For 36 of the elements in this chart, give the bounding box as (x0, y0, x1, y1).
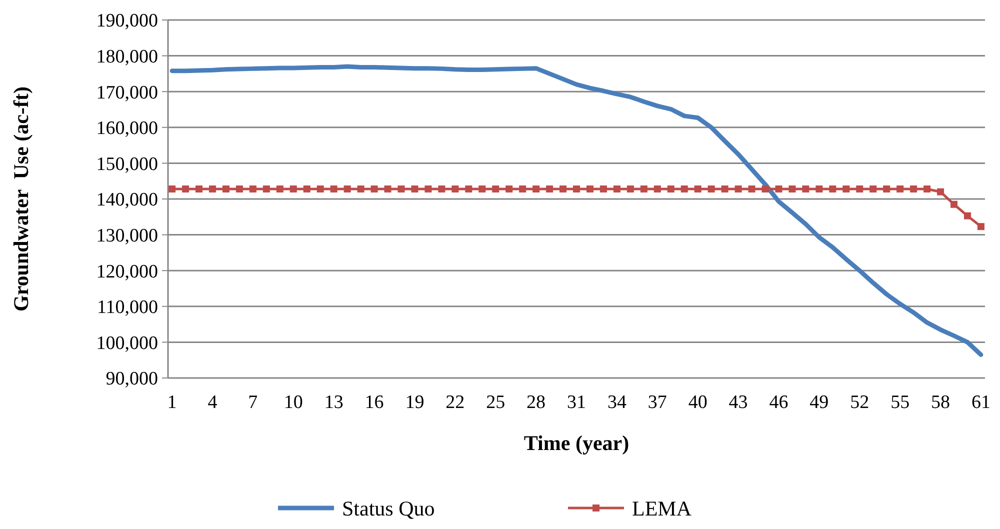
x-tick-label: 19 (405, 392, 424, 413)
x-tick-label: 31 (567, 392, 586, 413)
y-axis-title: Groundwater Use (ac-ft) (9, 86, 33, 312)
y-tick-label: 110,000 (96, 297, 158, 318)
x-tick-label: 7 (248, 392, 258, 413)
x-tick-label: 22 (446, 392, 465, 413)
x-tick-label: 55 (890, 392, 910, 413)
x-tick-label: 28 (526, 392, 546, 413)
x-tick-label: 49 (810, 392, 829, 413)
x-tick-label: 34 (607, 392, 627, 413)
y-tick-label: 190,000 (96, 10, 158, 32)
y-tick-label: 160,000 (96, 118, 158, 140)
x-tick-label: 46 (769, 392, 788, 413)
x-tick-label: 58 (931, 392, 950, 413)
x-tick-label: 52 (850, 392, 870, 413)
x-tick-label: 25 (486, 392, 506, 413)
y-tick-label: 130,000 (96, 225, 158, 246)
x-tick-label: 1 (167, 392, 177, 413)
x-tick-label: 13 (324, 392, 344, 413)
y-tick-label: 120,000 (96, 261, 158, 282)
y-tick-label: 180,000 (96, 46, 158, 68)
x-tick-label: 16 (364, 392, 384, 413)
x-tick-label: 4 (208, 392, 218, 413)
x-tick-label: 37 (648, 392, 667, 413)
y-tick-label: 140,000 (96, 190, 158, 211)
x-axis-title: Time (year) (524, 431, 630, 455)
y-tick-label: 150,000 (96, 154, 158, 175)
x-tick-label: 43 (728, 392, 748, 413)
x-tick-label: 10 (284, 392, 303, 413)
x-tick-label: 40 (688, 392, 708, 413)
y-tick-label: 170,000 (96, 82, 158, 104)
y-tick-label: 90,000 (106, 368, 158, 390)
legend-label: Status Quo (342, 496, 435, 520)
y-tick-label: 100,000 (96, 332, 158, 354)
x-tick-label: 61 (971, 392, 990, 413)
legend-label: LEMA (632, 496, 692, 520)
